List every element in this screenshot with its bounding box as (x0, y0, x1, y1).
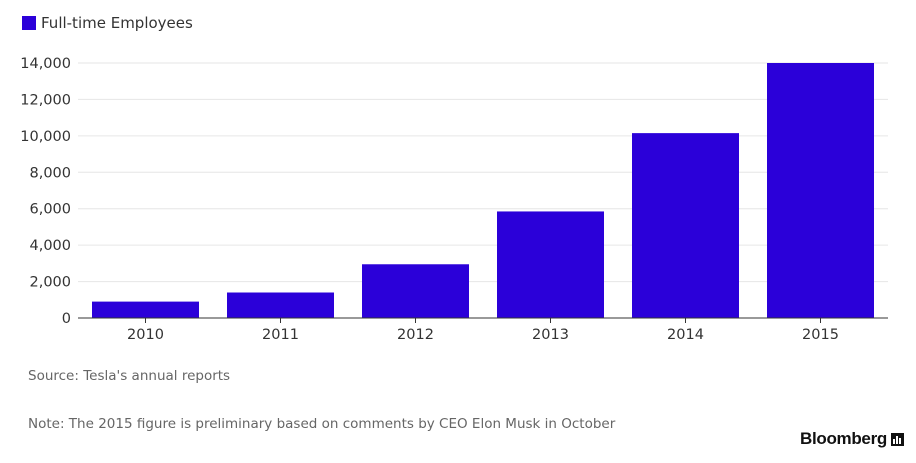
x-tick-label: 2010 (127, 327, 164, 343)
brand-label: Bloomberg (799, 429, 887, 448)
bloomberg-logo: Bloomberg (800, 429, 904, 449)
bar-chart: 0 2,000 4,000 6,000 8,000 10,000 12,000 14,000 2… (20, 56, 888, 343)
x-tick-label: 2012 (397, 327, 434, 343)
y-tick-label: 14,000 (20, 56, 71, 72)
legend-label: Full-time Employees (41, 14, 193, 32)
bar-2013 (497, 211, 604, 318)
bar-2010 (92, 301, 199, 318)
y-tick-label: 2,000 (29, 275, 71, 291)
bar-2011 (227, 292, 334, 318)
footnote: Note: The 2015 figure is preliminary bas… (28, 416, 616, 432)
bar-2015 (767, 63, 874, 318)
bar-2014 (632, 133, 739, 318)
x-tick-label: 2015 (802, 327, 839, 343)
legend: Full-time Employees (22, 14, 193, 32)
x-tick-label: 2013 (532, 327, 569, 343)
legend-swatch (22, 16, 36, 30)
x-tick-label: 2014 (667, 327, 704, 343)
y-tick-label: 0 (62, 311, 71, 327)
y-tick-label: 4,000 (29, 238, 71, 254)
y-tick-label: 12,000 (20, 92, 71, 108)
bloomberg-mark-icon (891, 432, 904, 446)
y-tick-label: 8,000 (29, 165, 71, 181)
source-note: Source: Tesla's annual reports (28, 368, 231, 384)
bar-2012 (362, 264, 469, 318)
y-tick-label: 6,000 (29, 202, 71, 218)
y-tick-label: 10,000 (20, 129, 71, 145)
x-tick-label: 2011 (262, 327, 299, 343)
